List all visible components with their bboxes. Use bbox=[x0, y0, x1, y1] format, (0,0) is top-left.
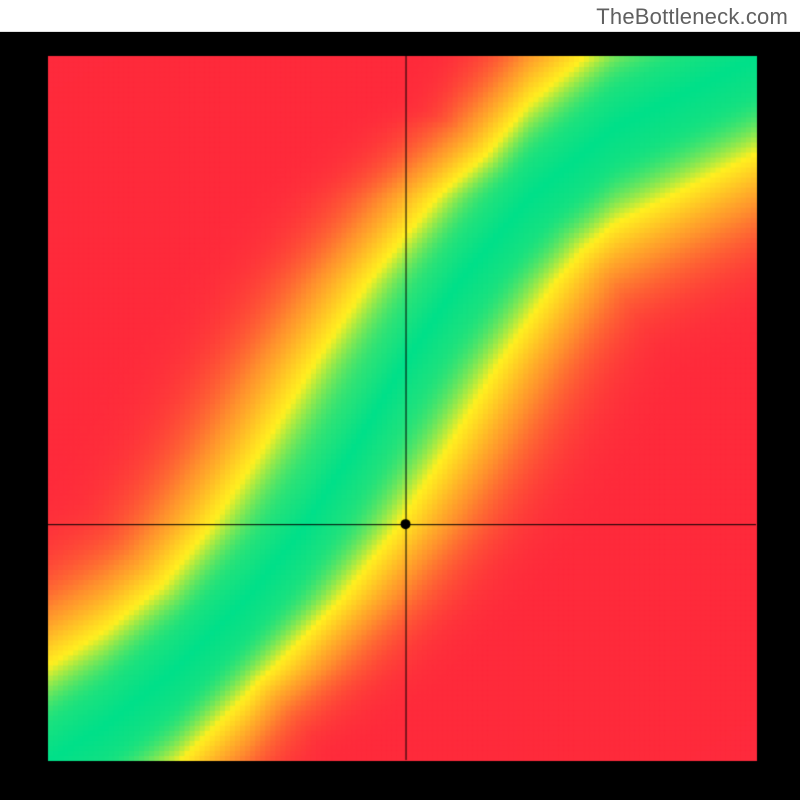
site-watermark: TheBottleneck.com bbox=[596, 4, 788, 30]
chart-container: TheBottleneck.com bbox=[0, 0, 800, 800]
bottleneck-heatmap bbox=[0, 0, 800, 800]
